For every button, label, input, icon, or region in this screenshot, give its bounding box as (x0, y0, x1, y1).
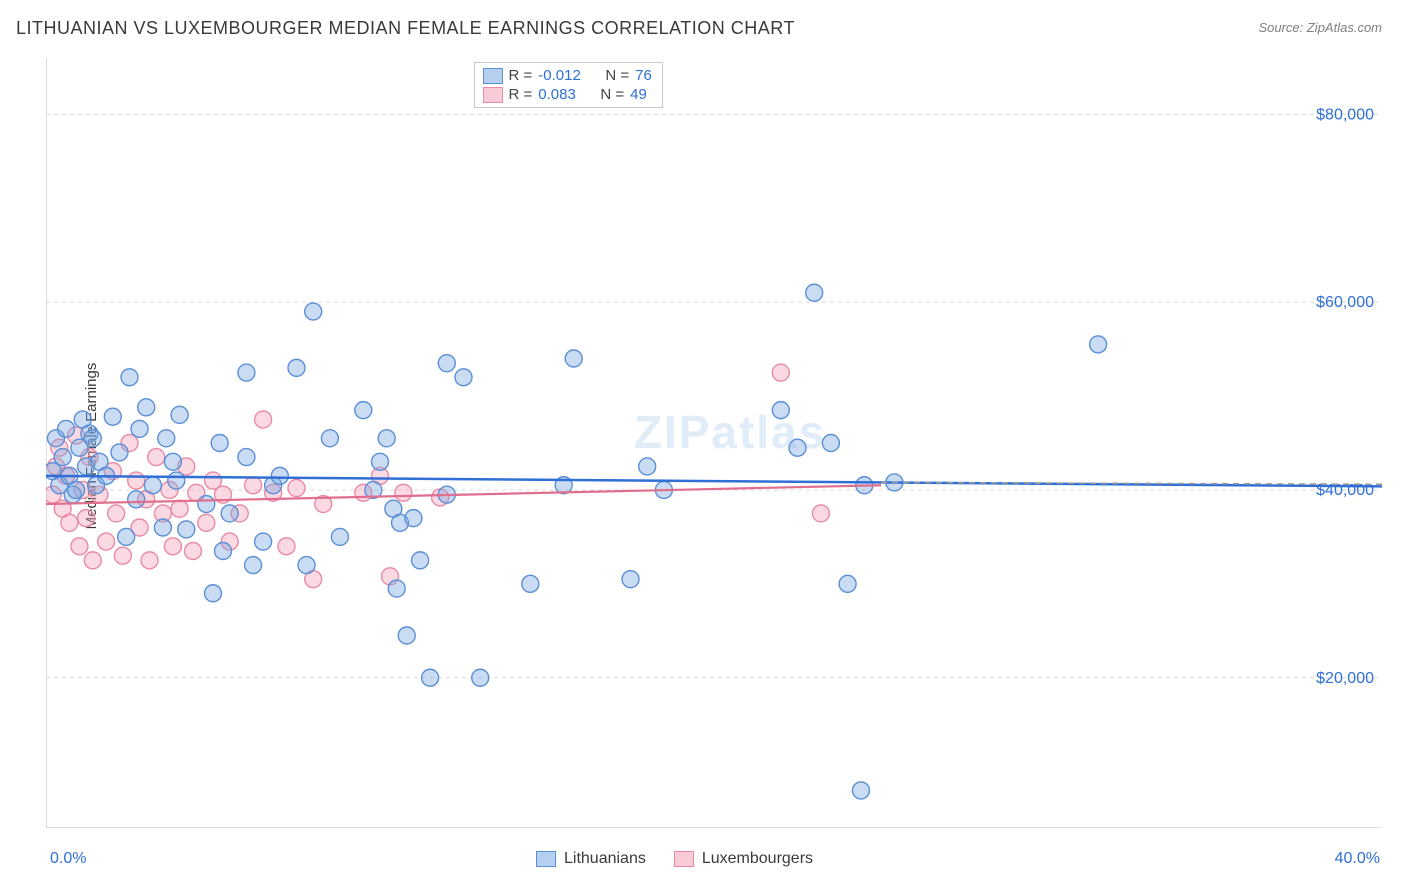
luxembourgers-swatch-icon (483, 87, 503, 103)
x-axis-max-label: 40.0% (1335, 850, 1380, 868)
n-value: 76 (635, 67, 652, 84)
r-value: 0.083 (538, 86, 576, 103)
luxembourgers-swatch-icon (674, 851, 694, 867)
x-axis-min-label: 0.0% (50, 850, 86, 868)
plot-area: ZIPatlas $20,000$40,000$60,000$80,000 (46, 58, 1382, 828)
source-label: Source: ZipAtlas.com (1258, 20, 1382, 35)
n-label: N = (605, 67, 629, 84)
r-label: R = (509, 86, 533, 103)
svg-text:$60,000: $60,000 (1316, 294, 1374, 311)
legend-label: Luxembourgers (702, 850, 813, 868)
legend-stats: R = -0.012 N = 76 R = 0.083 N = 49 (474, 62, 663, 108)
chart-svg: $20,000$40,000$60,000$80,000 (46, 58, 1382, 828)
n-value: 49 (630, 86, 647, 103)
chart-wrapper: LITHUANIAN VS LUXEMBOURGER MEDIAN FEMALE… (0, 0, 1406, 892)
legend-stats-row: R = 0.083 N = 49 (483, 86, 652, 103)
chart-title: LITHUANIAN VS LUXEMBOURGER MEDIAN FEMALE… (16, 18, 795, 39)
r-label: R = (509, 67, 533, 84)
legend-label: Lithuanians (564, 850, 646, 868)
lithuanians-swatch-icon (483, 68, 503, 84)
svg-text:$80,000: $80,000 (1316, 106, 1374, 123)
svg-text:$20,000: $20,000 (1316, 670, 1374, 687)
legend-item: Luxembourgers (674, 850, 813, 868)
n-label: N = (600, 86, 624, 103)
legend-item: Lithuanians (536, 850, 646, 868)
legend-series: Lithuanians Luxembourgers (536, 850, 813, 868)
r-value: -0.012 (538, 67, 581, 84)
lithuanians-swatch-icon (536, 851, 556, 867)
legend-stats-row: R = -0.012 N = 76 (483, 67, 652, 84)
